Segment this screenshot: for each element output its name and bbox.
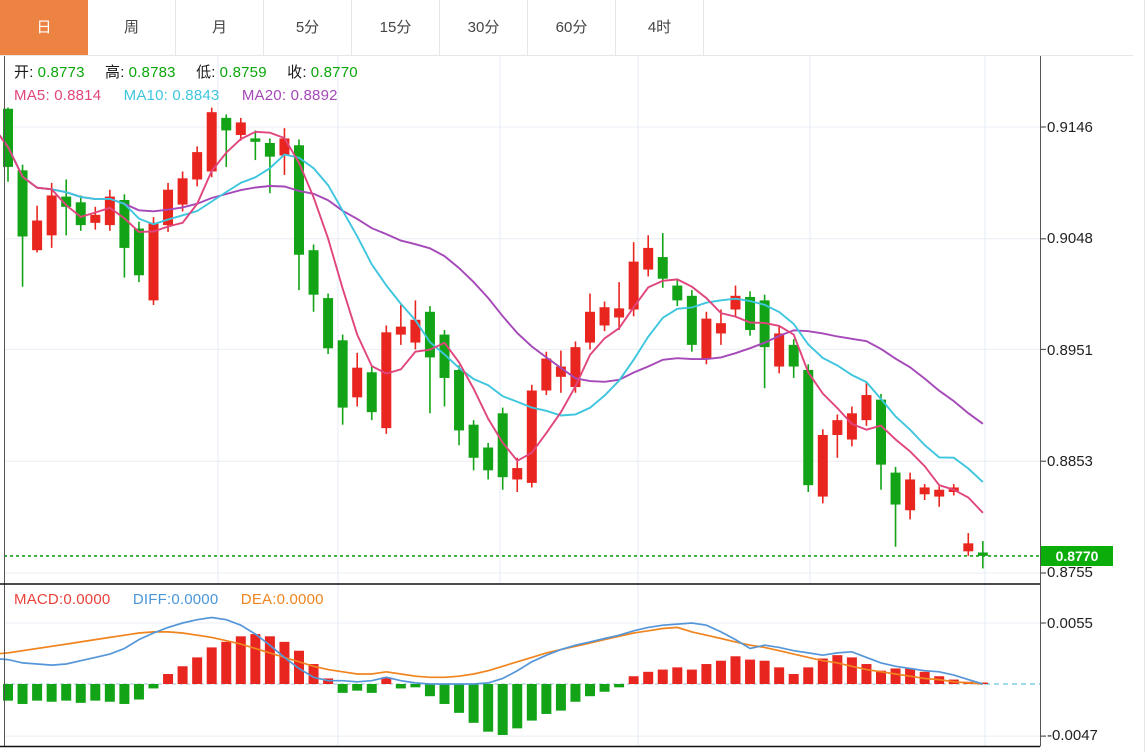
diff-value-legend: DIFF:0.0000 — [132, 591, 219, 608]
ma5-legend: MA5: 0.8814 — [14, 87, 102, 104]
tab-5min[interactable]: 5分 — [264, 0, 352, 55]
macd-axis-max: 0.0055 — [1047, 615, 1093, 632]
macd-legend: MACD:0.0000 DIFF:0.0000 DEA:0.0000 — [14, 591, 324, 608]
close-label: 收: — [287, 64, 307, 81]
tab-4hour[interactable]: 4时 — [616, 0, 704, 55]
ohlc-legend: 开: 0.8773 高: 0.8783 低: 0.8759 收: 0.8770 — [14, 61, 362, 82]
macd-axis-min: -0.0047 — [1047, 727, 1098, 744]
low-value: 0.8759 — [219, 64, 267, 81]
tab-week[interactable]: 周 — [88, 0, 176, 55]
ma-legend: MA5: 0.8814 MA10: 0.8843 MA20: 0.8892 — [14, 87, 338, 104]
current-price-badge: 0.8770 — [1041, 546, 1113, 566]
low-label: 低: — [196, 64, 216, 81]
open-label: 开: — [14, 64, 34, 81]
high-label: 高: — [105, 64, 125, 81]
open-value: 0.8773 — [37, 64, 85, 81]
close-value: 0.8770 — [310, 64, 358, 81]
ma20-legend: MA20: 0.8892 — [241, 87, 338, 104]
dea-value-legend: DEA:0.0000 — [240, 591, 324, 608]
ma10-legend: MA10: 0.8843 — [123, 87, 220, 104]
axis-label-08951: 0.8951 — [1047, 342, 1093, 359]
tab-15min[interactable]: 15分 — [352, 0, 440, 55]
macd-value-legend: MACD:0.0000 — [14, 591, 111, 608]
tab-month[interactable]: 月 — [176, 0, 264, 55]
axis-label-08853: 0.8853 — [1047, 453, 1093, 470]
high-value: 0.8783 — [128, 64, 176, 81]
tab-60min[interactable]: 60分 — [528, 0, 616, 55]
period-tabbar: 日 周 月 5分 15分 30分 60分 4时 — [0, 0, 1133, 56]
axis-label-09048: 0.9048 — [1047, 230, 1093, 247]
axis-label-09146: 0.9146 — [1047, 119, 1093, 136]
axis-label-08755: 0.8755 — [1047, 564, 1093, 581]
tab-30min[interactable]: 30分 — [440, 0, 528, 55]
tab-day[interactable]: 日 — [0, 0, 88, 55]
